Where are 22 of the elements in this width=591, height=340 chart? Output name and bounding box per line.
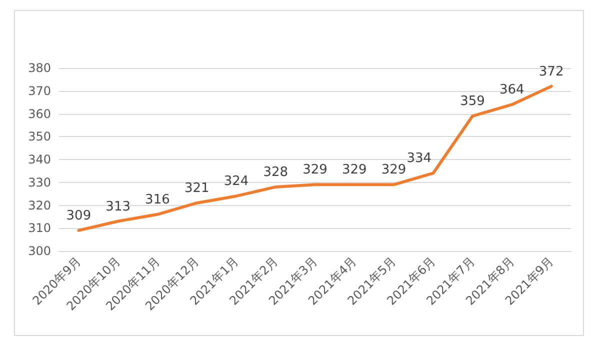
y-tick-label: 300 [28, 244, 51, 258]
data-label: 313 [106, 199, 130, 214]
data-label: 364 [500, 82, 524, 98]
data-label: 372 [538, 64, 564, 80]
data-label: 321 [184, 180, 210, 196]
data-label: 334 [406, 151, 432, 166]
data-label: 316 [145, 192, 170, 208]
y-tick-label: 380 [28, 61, 51, 75]
data-label: 309 [66, 208, 92, 224]
y-tick-label: 320 [28, 198, 51, 212]
y-tick-label: 310 [28, 221, 51, 236]
data-label: 329 [381, 162, 406, 178]
data-label: 329 [342, 162, 367, 178]
y-tick-label: 360 [28, 106, 51, 121]
y-tick-label: 340 [28, 152, 51, 166]
data-label: 359 [460, 94, 485, 110]
data-label: 328 [263, 164, 288, 180]
data-label: 329 [302, 162, 328, 178]
y-tick-label: 350 [28, 130, 51, 144]
y-tick-label: 370 [28, 84, 51, 98]
y-tick-label: 330 [28, 175, 51, 190]
data-label: 324 [224, 174, 249, 190]
